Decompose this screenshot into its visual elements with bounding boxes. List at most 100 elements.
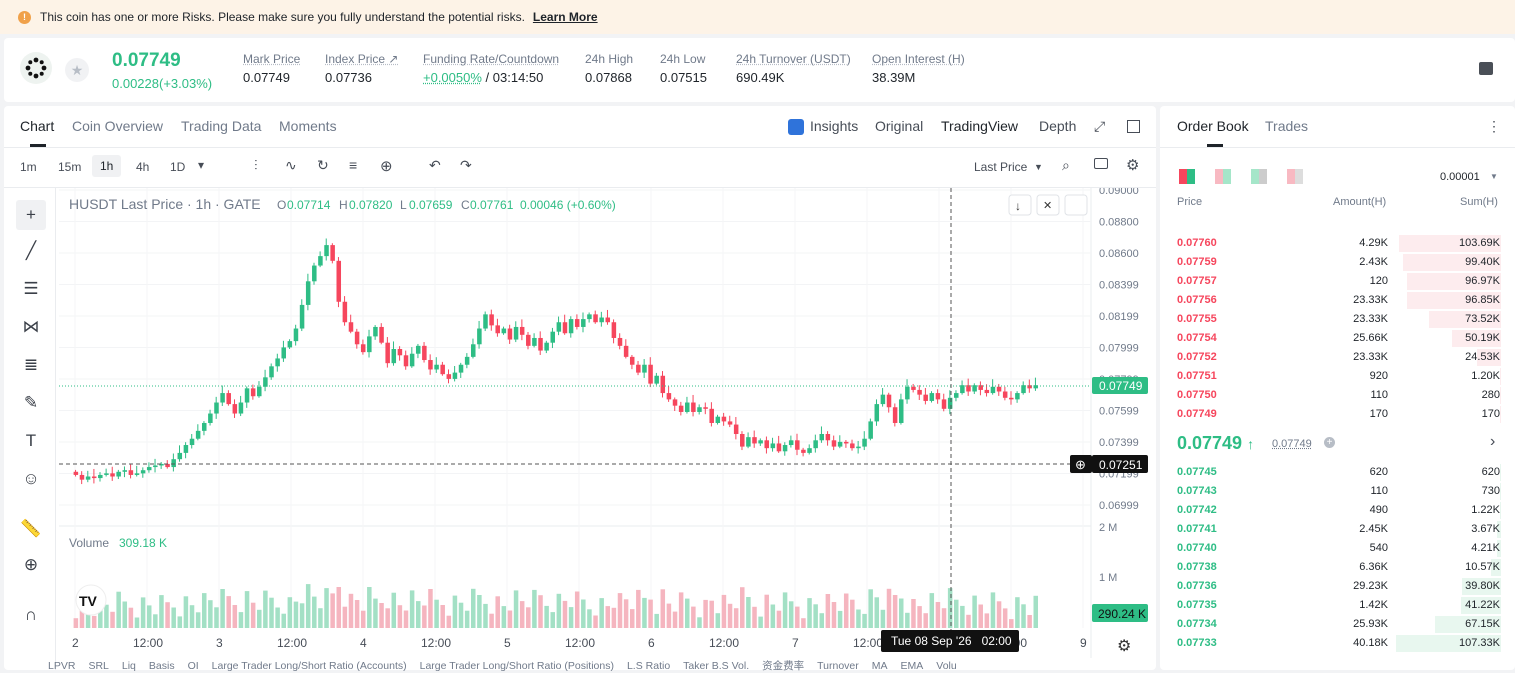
template-icon[interactable]: ≡ (349, 157, 357, 173)
indicator-item[interactable]: Large Trader Long/Short Ratio (Accounts) (212, 660, 407, 672)
tab-moments[interactable]: Moments (279, 118, 337, 134)
horizontal-lines-icon[interactable]: ☰ (16, 274, 46, 304)
learn-more-link[interactable]: Learn More (533, 10, 598, 24)
indicator-item[interactable]: 资金费率 (762, 660, 804, 672)
chevron-down-icon[interactable]: ▼ (1034, 162, 1043, 172)
indicator-item[interactable]: EMA (901, 660, 924, 672)
gear-icon[interactable]: ⚙ (1126, 156, 1139, 174)
guide-book-icon[interactable] (1479, 62, 1493, 75)
indicator-item[interactable]: LPVR (48, 660, 75, 672)
expand-icon[interactable]: ⤢ (1094, 118, 1105, 135)
bid-row[interactable]: 0.07740 540 4.21K (1160, 539, 1515, 558)
tab-insights[interactable]: Insights (810, 118, 858, 134)
indicator-item[interactable]: Turnover (817, 660, 859, 672)
tab-depth[interactable]: Depth (1039, 118, 1076, 134)
indicator-item[interactable]: Large Trader Long/Short Ratio (Positions… (420, 660, 614, 672)
indicator-item[interactable]: MA (872, 660, 888, 672)
ask-row[interactable]: 0.07750 110 280 (1160, 386, 1515, 405)
camera-icon[interactable] (1094, 158, 1108, 169)
indicator-item[interactable]: SRL (88, 660, 108, 672)
zoom-in-icon[interactable]: ⊕ (16, 550, 46, 580)
add-indicator-icon[interactable]: ⊕ (380, 157, 393, 175)
pattern-icon[interactable]: ⋈ (16, 312, 46, 342)
ask-row[interactable]: 0.07755 23.33K 73.52K (1160, 310, 1515, 329)
bid-row[interactable]: 0.07733 40.18K 107.33K (1160, 634, 1515, 653)
last-price-select[interactable]: Last Price (974, 160, 1027, 174)
bid-row[interactable]: 0.07741 2.45K 3.67K (1160, 520, 1515, 539)
tab-chart[interactable]: Chart (20, 118, 54, 134)
tab-original[interactable]: Original (875, 118, 923, 134)
magnet-icon[interactable]: ∩ (16, 600, 46, 630)
candle (911, 387, 916, 390)
ask-row[interactable]: 0.07751 920 1.20K (1160, 367, 1515, 386)
ask-row[interactable]: 0.07757 120 96.97K (1160, 272, 1515, 291)
volume-bar (856, 610, 861, 629)
more-menu-icon[interactable]: ⋮ (1487, 118, 1501, 135)
redo-icon[interactable]: ↷ (460, 157, 472, 174)
price-chart[interactable]: 0.09000 0.08800 0.08600 0.08399 0.08199 0.079… (59, 188, 1154, 658)
precision-select[interactable]: 0.00001 (1440, 171, 1480, 183)
info-icon[interactable]: + (1324, 437, 1335, 448)
search-icon[interactable]: ⌕ (1062, 157, 1070, 174)
view-asks-icon[interactable] (1215, 169, 1231, 184)
indicator-item[interactable]: OI (188, 660, 199, 672)
ask-row[interactable]: 0.07752 23.33K 24.53K (1160, 348, 1515, 367)
ask-row[interactable]: 0.07754 25.66K 50.19K (1160, 329, 1515, 348)
interval-15m[interactable]: 15m (58, 160, 81, 174)
tab-trades[interactable]: Trades (1265, 118, 1308, 134)
ask-row[interactable]: 0.07759 2.43K 99.40K (1160, 253, 1515, 272)
indicator-item[interactable]: Volu (936, 660, 956, 672)
candle (104, 473, 109, 475)
candles-icon[interactable]: ⫶ (254, 157, 258, 174)
stat-value: 0.07868 (585, 70, 633, 85)
chevron-down-icon[interactable]: ▾ (198, 158, 204, 172)
emoji-icon[interactable]: ☺ (16, 464, 46, 494)
indicator-item[interactable]: Taker B.S Vol. (683, 660, 749, 672)
candle (569, 319, 574, 333)
tab-order-book[interactable]: Order Book (1177, 118, 1249, 134)
fullscreen-icon[interactable] (1065, 195, 1087, 215)
interval-1h[interactable]: 1h (92, 155, 121, 177)
ruler-icon[interactable]: 📏 (16, 514, 46, 544)
interval-4h[interactable]: 4h (136, 160, 149, 174)
volume-bar (832, 602, 837, 628)
tab-tradingview[interactable]: TradingView (941, 118, 1018, 134)
indicator-item[interactable]: Liq (122, 660, 136, 672)
ask-row[interactable]: 0.07749 170 170 (1160, 405, 1515, 424)
trend-line-icon[interactable]: ╱ (16, 236, 46, 266)
view-both-icon[interactable] (1179, 169, 1195, 184)
bid-row[interactable]: 0.07742 490 1.22K (1160, 501, 1515, 520)
bid-row[interactable]: 0.07734 25.93K 67.15K (1160, 615, 1515, 634)
text-icon[interactable]: T (16, 426, 46, 456)
candle (318, 256, 323, 265)
bid-row[interactable]: 0.07745 620 620 (1160, 463, 1515, 482)
chevron-right-icon[interactable]: › (1490, 433, 1495, 451)
ask-row[interactable]: 0.07756 23.33K 96.85K (1160, 291, 1515, 310)
brush-icon[interactable]: ✎ (16, 388, 46, 418)
crosshair-icon[interactable]: + (16, 200, 46, 230)
tab-trading-data[interactable]: Trading Data (181, 118, 261, 134)
indicators-icon[interactable]: ∿ (285, 157, 297, 174)
view-depth-icon[interactable] (1287, 169, 1303, 184)
bid-row[interactable]: 0.07743 110 730 (1160, 482, 1515, 501)
ask-row[interactable]: 0.07760 4.29K 103.69K (1160, 234, 1515, 253)
chevron-down-icon[interactable]: ▼ (1490, 172, 1498, 181)
bid-row[interactable]: 0.07735 1.42K 41.22K (1160, 596, 1515, 615)
refresh-icon[interactable]: ↻ (317, 157, 329, 174)
volume-bar (807, 598, 812, 628)
interval-1d[interactable]: 1D (170, 160, 185, 174)
fib-icon[interactable]: ≣ (16, 350, 46, 380)
order-amount: 23.33K (1353, 313, 1388, 325)
bid-row[interactable]: 0.07736 29.23K 39.80K (1160, 577, 1515, 596)
window-icon[interactable] (1127, 120, 1140, 133)
interval-1m[interactable]: 1m (20, 160, 37, 174)
settings-gear-icon[interactable]: ⚙ (1117, 638, 1131, 655)
indicator-item[interactable]: Basis (149, 660, 175, 672)
tab-coin-overview[interactable]: Coin Overview (72, 118, 163, 134)
view-bids-icon[interactable] (1251, 169, 1267, 184)
index-price-stat[interactable]: Index Price ↗ 0.07736 (325, 52, 398, 85)
favorite-star-icon[interactable]: ★ (65, 58, 89, 82)
indicator-item[interactable]: L.S Ratio (627, 660, 670, 672)
bid-row[interactable]: 0.07738 6.36K 10.57K (1160, 558, 1515, 577)
undo-icon[interactable]: ↶ (429, 157, 441, 174)
